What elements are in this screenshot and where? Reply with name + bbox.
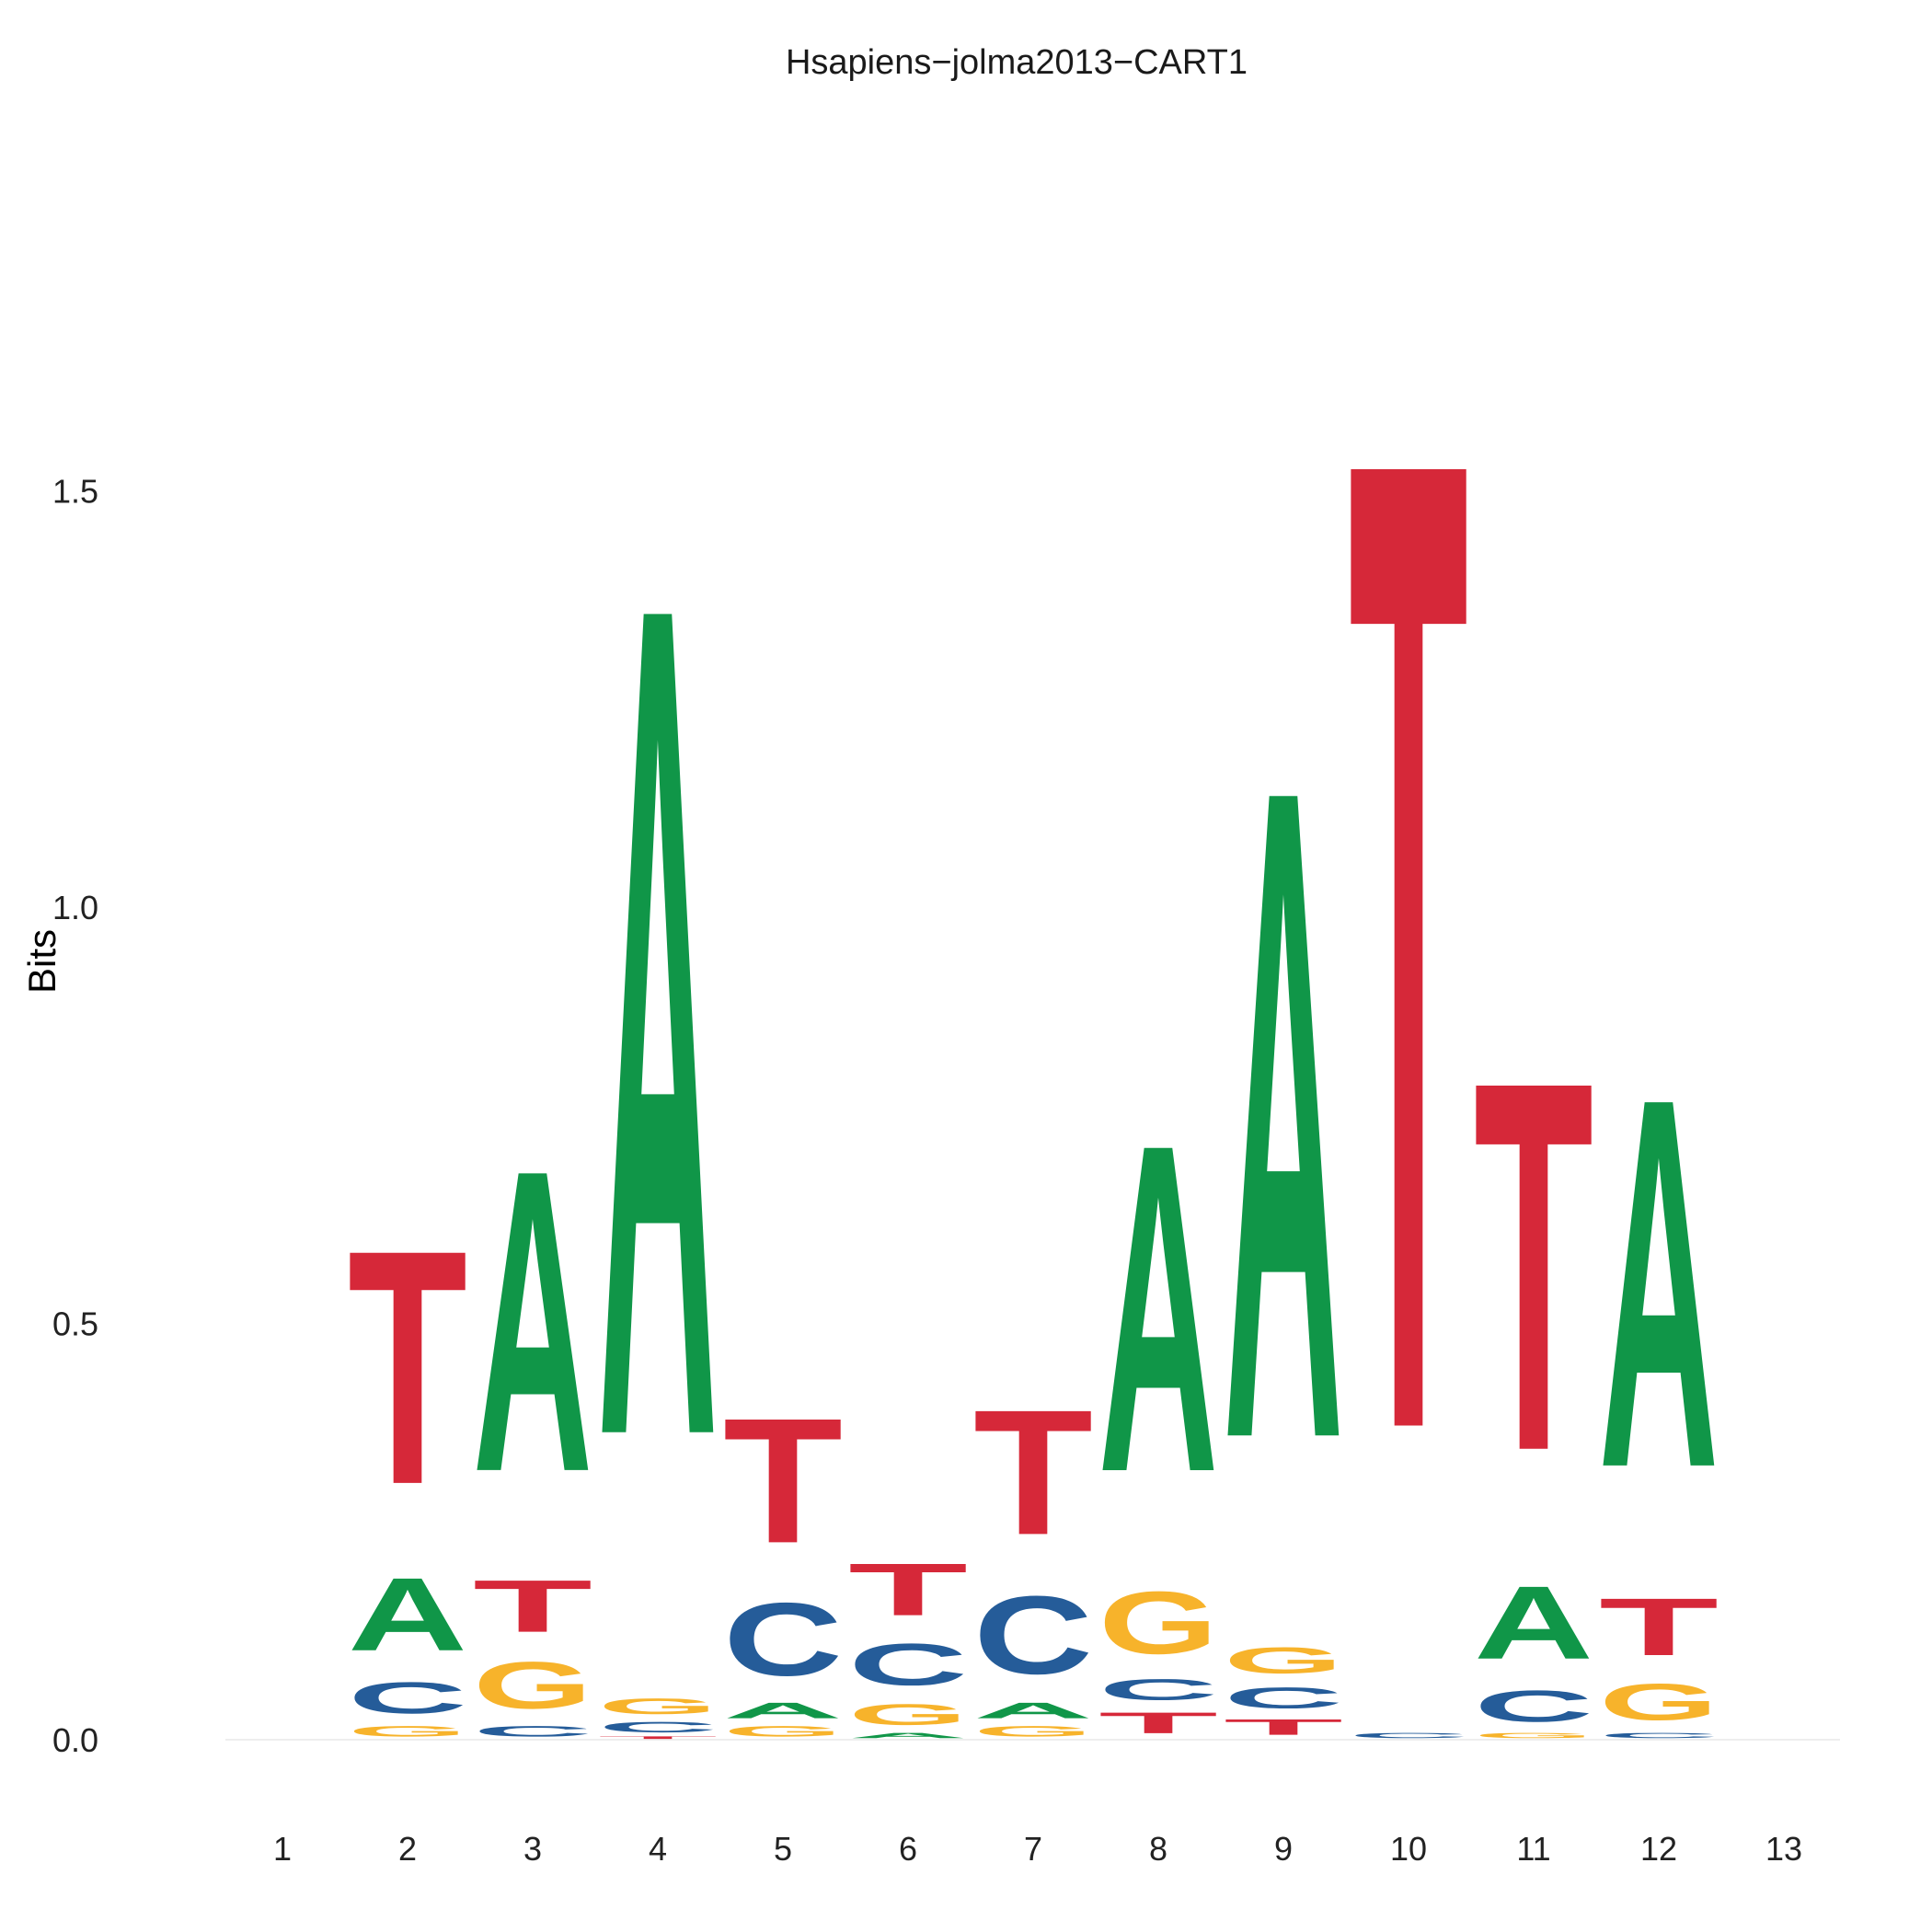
logo-letter-c: C — [598, 1719, 718, 1735]
logo-letter-g: G — [973, 1723, 1093, 1740]
logo-letter-g: G — [473, 1648, 592, 1722]
x-tick-label: 1 — [273, 1830, 292, 1868]
x-tick-label: 2 — [398, 1830, 417, 1868]
y-tick-label: 0.0 — [52, 1721, 98, 1759]
x-tick-label: 7 — [1024, 1830, 1042, 1868]
logo-letter-t: T — [1224, 1715, 1343, 1740]
logo-letter-t: T — [598, 1735, 718, 1740]
logo-letter-a: A — [473, 1081, 592, 1562]
logo-letter-c: C — [348, 1673, 467, 1722]
logo-letter-t: T — [1599, 1581, 1719, 1673]
logo-letter-c: C — [1224, 1682, 1343, 1715]
logo-letter-g: G — [1098, 1572, 1218, 1673]
chart-title: Hsapiens−jolma2013−CART1 — [786, 43, 1248, 82]
logo-letter-c: C — [1098, 1673, 1218, 1707]
logo-letter-g: G — [723, 1723, 843, 1740]
logo-letter-t: T — [1098, 1707, 1218, 1740]
x-tick-label: 5 — [774, 1830, 792, 1868]
logo-letter-t: T — [1474, 971, 1593, 1561]
logo-letter-c: C — [1349, 1731, 1468, 1740]
logo-letter-a: A — [723, 1698, 843, 1723]
logo-letter-g: G — [1599, 1673, 1719, 1731]
logo-letter-t: T — [848, 1548, 968, 1631]
logo-letter-c: C — [848, 1631, 968, 1697]
logo-letter-t: T — [973, 1374, 1093, 1572]
y-axis-ticks: 0.0 0.5 1.0 1.5 — [52, 473, 98, 1760]
logo-letter-a: A — [848, 1731, 968, 1740]
logo-letter-g: G — [1224, 1639, 1343, 1681]
logo-letter-a: A — [973, 1698, 1093, 1723]
logo-letter-g: G — [348, 1723, 467, 1740]
logo-letter-t: T — [473, 1565, 592, 1648]
x-tick-label: 12 — [1640, 1830, 1677, 1868]
x-axis-ticks: 1 2 3 4 5 6 7 8 9 10 11 12 13 — [273, 1830, 1802, 1868]
x-tick-label: 4 — [649, 1830, 667, 1868]
x-tick-label: 11 — [1516, 1830, 1550, 1868]
logo-letter-g: G — [848, 1698, 968, 1731]
logo-letter-c: C — [473, 1723, 592, 1740]
logo-letter-a: A — [598, 355, 718, 1685]
y-axis-label: Bits — [20, 929, 63, 994]
logo-letter-c: C — [973, 1572, 1093, 1697]
x-tick-label: 10 — [1390, 1830, 1427, 1868]
logo-letter-c: C — [1474, 1682, 1593, 1731]
x-tick-label: 8 — [1149, 1830, 1167, 1868]
logo-letter-c: C — [1599, 1731, 1719, 1740]
logo-letter-a: A — [1474, 1564, 1593, 1680]
y-tick-label: 0.5 — [52, 1305, 98, 1343]
logo-letter-c: C — [723, 1581, 843, 1697]
logo-letter-t: T — [723, 1382, 843, 1581]
logo-letter-t: T — [348, 1181, 467, 1555]
letter-stacks: GCATCGTATCGAGACTAGCTGACTTCGATCGACTGCATCG… — [348, 167, 1719, 1740]
logo-letter-g: G — [598, 1694, 718, 1719]
logo-letter-a: A — [348, 1556, 467, 1672]
logo-letter-a: A — [1098, 1046, 1218, 1570]
logo-letter-g: G — [1474, 1731, 1593, 1740]
x-tick-label: 6 — [899, 1830, 917, 1868]
logo-letter-a: A — [1224, 593, 1343, 1632]
y-tick-label: 1.0 — [52, 889, 98, 926]
logo-letter-t: T — [1349, 167, 1468, 1720]
x-tick-label: 9 — [1274, 1830, 1293, 1868]
y-tick-label: 1.5 — [52, 473, 98, 511]
x-tick-label: 13 — [1765, 1830, 1802, 1868]
x-tick-label: 3 — [523, 1830, 542, 1868]
logo-letter-a: A — [1599, 989, 1719, 1579]
